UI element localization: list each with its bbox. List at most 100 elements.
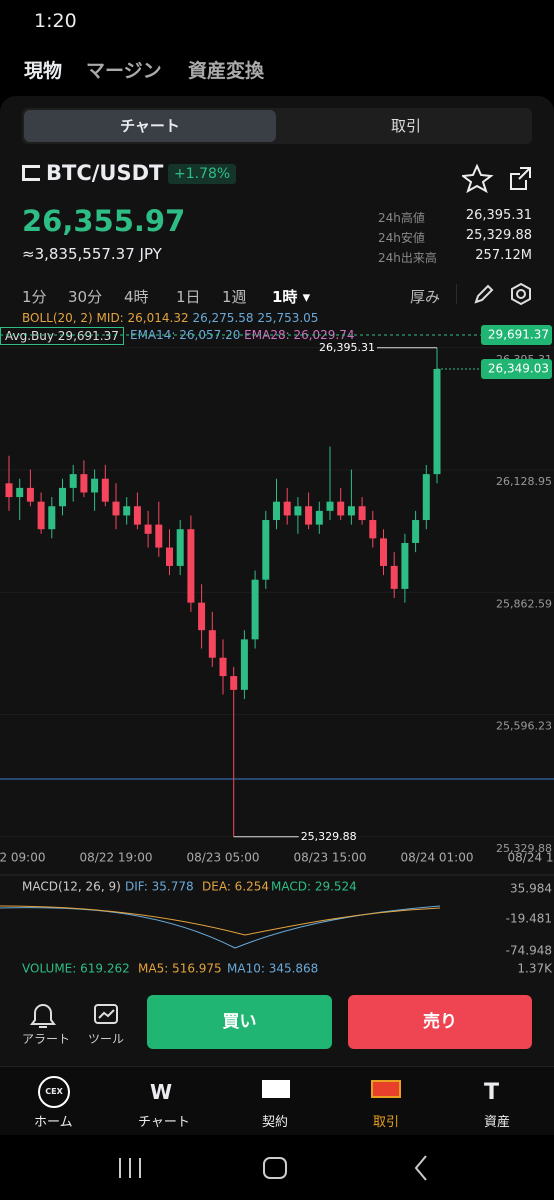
candle-body	[26, 487, 34, 502]
home-icon: CEX	[38, 1076, 70, 1108]
price-jpy: ≈3,835,557.37 JPY	[22, 245, 162, 263]
candle-body	[155, 524, 163, 548]
tab[interactable]: 資産変換	[188, 60, 265, 82]
candle-body	[112, 501, 120, 516]
interval[interactable]: 4時	[124, 288, 149, 306]
avg-buy: Avg.Buy 29,691.37	[0, 327, 124, 345]
tool-icon	[94, 1004, 118, 1024]
candle-body	[422, 474, 430, 521]
macd-dif: DIF: 35.778	[125, 880, 194, 894]
boll-lower: 25,753.05	[257, 311, 319, 325]
candle-body	[369, 520, 377, 539]
candle-body	[273, 501, 280, 521]
price-tag-bg	[481, 325, 552, 345]
interval: 1時	[272, 288, 298, 306]
candle-body	[69, 474, 77, 488]
sell-button[interactable]: 売り	[348, 995, 532, 1049]
interval[interactable]: 30分	[68, 288, 103, 306]
volume-ma10: MA10: 345.868	[227, 962, 318, 976]
x-tick-label: 08/22 09:00	[0, 851, 45, 865]
panel	[0, 96, 554, 1066]
trade-icon	[371, 1080, 401, 1098]
low-tag: 25,329.88	[301, 830, 357, 843]
time: 1:20	[34, 10, 77, 32]
candle-body	[176, 529, 184, 566]
price: 26,355.97	[22, 204, 186, 238]
x-tick-label: 08/23 05:00	[187, 851, 260, 865]
interval-active[interactable]: 1時 ▾	[272, 288, 311, 306]
candle-body	[187, 529, 195, 603]
high-tag: 26,395.31	[319, 341, 375, 354]
candle-body	[208, 630, 216, 658]
y-tick-label: 25,862.59	[496, 597, 552, 610]
indicator-row: BOLL(20, 2) MID: 26,014.32 26,275.58 25,…	[22, 311, 318, 325]
candle-body	[315, 510, 323, 525]
nav-item[interactable]: 契約	[262, 1115, 289, 1130]
stat-value: 25,329.88	[465, 228, 532, 243]
intervals: 1分 30分 4時 1日 1週 1時 ▾	[22, 286, 310, 307]
nav-item[interactable]: 資産	[484, 1115, 511, 1130]
nav-item[interactable]: 取引	[373, 1115, 400, 1130]
nav-item[interactable]: ホーム	[34, 1115, 73, 1130]
price-tag-bg	[481, 359, 552, 380]
candle-body	[144, 524, 152, 534]
stat-label: 24h高値	[378, 211, 425, 225]
tab[interactable]: マージン	[86, 60, 162, 82]
candle-body	[305, 506, 313, 525]
price-tag: 29,691.37	[488, 328, 549, 342]
candle-body	[219, 657, 227, 677]
interval[interactable]: 1分	[22, 288, 47, 306]
candle-body	[80, 474, 88, 493]
candle-body	[390, 565, 398, 589]
alert-icon	[30, 1004, 56, 1028]
buy-button[interactable]: 買い	[147, 995, 332, 1049]
tool[interactable]: ツール	[88, 1032, 125, 1046]
x-tick-label: 08/24 11:00	[508, 851, 554, 865]
stat-label: 24h安値	[378, 231, 425, 245]
candle-body	[230, 676, 238, 690]
y-tick-label: 25,596.23	[496, 720, 552, 733]
stat-labels: 24h高値 24h安値 24h出来高	[378, 208, 437, 268]
x-tick-label: 08/22 19:00	[80, 851, 153, 865]
candle-body	[198, 602, 206, 631]
candle-body	[101, 478, 109, 502]
candle-body	[16, 487, 24, 498]
candle-body	[59, 487, 66, 507]
macd-title: MACD(12, 26, 9)	[22, 880, 121, 894]
ema28: EMA28: 26,029.74	[244, 328, 355, 342]
icons[interactable]	[462, 164, 532, 194]
nav-item[interactable]: チャート	[138, 1115, 190, 1130]
boll-upper: 26,275.58	[192, 311, 254, 325]
tool-icons[interactable]	[456, 282, 534, 308]
macd-axis: -74.948	[506, 944, 552, 958]
candle-body	[283, 501, 291, 516]
candle-body	[294, 506, 302, 516]
tab[interactable]: 現物	[24, 60, 63, 82]
candle-body	[401, 542, 409, 589]
indicator-row: EMA14: 26,057.20 EMA28: 26,029.74	[130, 328, 355, 342]
stat-values: 26,395.31 25,329.88 257.12M	[466, 206, 532, 266]
segment-chart[interactable]: チャート	[24, 110, 276, 142]
menu-icon[interactable]	[22, 165, 40, 181]
candle-body	[166, 547, 173, 566]
assets-icon: T	[484, 1080, 500, 1105]
alert[interactable]: アラート	[22, 1032, 71, 1046]
macd-axis: -19.481	[506, 912, 552, 926]
candle-body	[412, 520, 420, 543]
nav-bar	[0, 1066, 554, 1135]
candle-body	[358, 506, 366, 521]
stat-label: 24h出来高	[378, 251, 437, 265]
segment-trade[interactable]: 取引	[390, 117, 421, 135]
volume: VOLUME: 619.262	[22, 962, 130, 976]
chart-icon: W	[150, 1080, 173, 1104]
interval[interactable]: 1日	[176, 288, 201, 306]
macd-axis: 35.984	[510, 882, 552, 896]
candle-body	[262, 520, 270, 580]
pair[interactable]: BTC/USDT	[46, 161, 164, 185]
interval[interactable]: 1週	[222, 288, 247, 306]
candle-body	[240, 639, 248, 690]
volume-axis: 1.37K	[517, 962, 553, 976]
depth[interactable]: 厚み	[410, 288, 441, 306]
contract-icon	[262, 1080, 290, 1098]
